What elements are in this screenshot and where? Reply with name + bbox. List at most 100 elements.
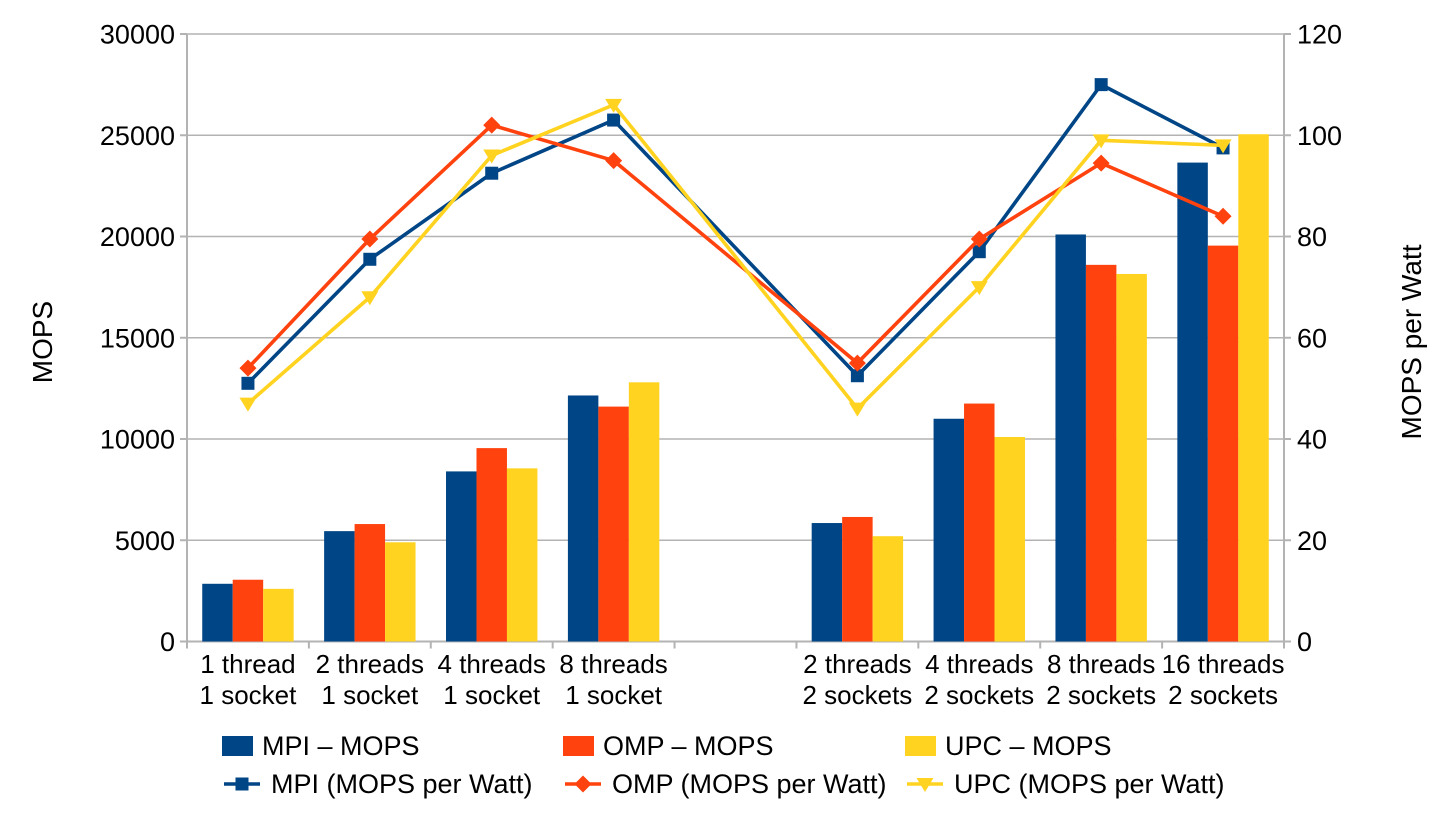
category-label: 1 thread [200,649,295,679]
bar [1116,273,1147,642]
legend-label: MPI – MOPS [262,730,420,761]
square-marker [241,376,255,390]
left-axis-title: MOPS [27,300,58,384]
category-label: 1 socket [443,680,541,710]
legend-swatch [222,736,253,756]
legend-marker [224,777,260,791]
bar-series-3 [263,134,1269,642]
diamond-marker [970,230,988,248]
bar-series-2 [232,245,1239,642]
legend-swatch [905,736,936,756]
category-label: 1 socket [565,680,663,710]
legend-item-bar-1: MPI – MOPS [222,731,420,761]
bar [263,588,294,642]
left-axis-tick-label: 15000 [100,323,175,353]
bar [598,406,629,642]
category-label: 2 sockets [802,680,912,710]
line-series-2 [239,116,1232,377]
diamond-marker [605,152,623,170]
triangle-down-marker [916,778,934,792]
right-axis-title: MOPS per Watt [1396,244,1427,440]
triangle-down-marker [1092,134,1110,149]
bar [324,531,355,642]
legend-label: OMP – MOPS [603,730,774,761]
category-label: 2 sockets [924,680,1034,710]
left-axis-tick-label: 5000 [115,526,175,556]
bar [385,542,416,642]
category-label: 4 threads [925,649,1033,679]
category-label: 1 socket [200,680,298,710]
right-axis-tick-label: 100 [1297,121,1342,151]
right-axis-tick-label: 80 [1297,222,1327,252]
category-label: 2 sockets [1046,680,1156,710]
diamond-marker [848,354,866,372]
bar [202,583,233,642]
legend-label: UPC – MOPS [945,730,1112,761]
bar [994,436,1025,642]
legend-label: UPC (MOPS per Watt) [954,768,1225,799]
bar [446,471,477,642]
category-label: 8 threads [559,649,667,679]
diamond-marker [1214,207,1232,225]
bar [232,579,264,642]
bar [354,524,386,642]
left-axis-tick-label: 20000 [100,222,175,252]
legend-marker [907,778,943,792]
square-marker [850,369,864,383]
bar [1055,234,1086,642]
triangle-down-marker [970,281,988,296]
legend-item-line-2: OMP (MOPS per Watt) [563,769,887,799]
legend-item-line-3: UPC (MOPS per Watt) [905,769,1225,799]
right-axis-tick-label: 120 [1297,20,1342,50]
bar [1207,245,1239,642]
left-axis-tick-label: 25000 [100,121,175,151]
triangle-down-marker [361,291,379,306]
bar [567,395,599,642]
bar [933,418,965,642]
category-label: 16 threads [1162,649,1285,679]
diamond-marker [239,359,257,377]
diamond-marker [574,775,592,793]
left-axis-tick-label: 10000 [100,425,175,455]
bar [811,523,843,642]
triangle-down-marker [605,98,623,113]
bar [506,468,538,642]
line-series-3 [239,98,1232,417]
bar [872,536,904,642]
bar [1085,264,1117,642]
category-label: 8 threads [1047,649,1155,679]
left-axis-tick-label: 0 [160,627,175,657]
right-axis-tick-label: 20 [1297,526,1327,556]
legend-swatch [563,736,594,756]
square-marker [235,777,249,791]
bar [1238,134,1269,642]
bar [964,403,995,642]
bar [1177,162,1208,642]
right-axis-tick-label: 0 [1297,627,1312,657]
right-axis-tick-label: 40 [1297,425,1327,455]
category-label: 2 sockets [1168,680,1278,710]
diamond-marker [361,230,379,248]
category-label: 2 threads [316,649,424,679]
square-marker [607,113,621,127]
legend-item-line-1: MPI (MOPS per Watt) [222,769,533,799]
category-label: 2 threads [803,649,911,679]
legend-item-bar-3: UPC – MOPS [905,731,1112,761]
legend-label: OMP (MOPS per Watt) [612,768,887,799]
legend-marker [565,775,601,793]
triangle-down-marker [1214,139,1232,154]
triangle-down-marker [483,149,501,164]
legend-label: MPI (MOPS per Watt) [271,768,533,799]
category-label: 4 threads [438,649,546,679]
right-axis-tick-label: 60 [1297,323,1327,353]
square-marker [363,252,377,266]
triangle-down-marker [848,402,866,417]
bar-series-1 [202,162,1208,642]
square-marker [485,166,499,180]
triangle-down-marker [239,397,257,412]
bar [476,448,507,642]
square-marker [972,245,986,259]
diamond-marker [1092,154,1110,172]
